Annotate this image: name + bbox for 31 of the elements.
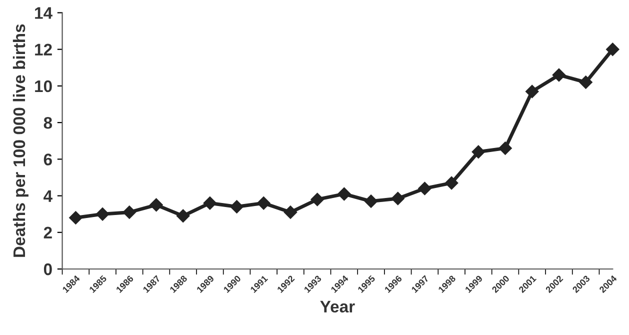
point: [69, 211, 82, 224]
point: [203, 196, 217, 210]
point: [230, 200, 244, 214]
point: [364, 194, 378, 208]
point: [606, 42, 620, 56]
y-tick-label: 4: [44, 190, 52, 202]
point: [338, 187, 351, 201]
point: [176, 209, 190, 223]
x-axis-title: Year: [320, 300, 355, 313]
y-tick-label: 0: [44, 263, 52, 276]
point: [472, 145, 485, 158]
point: [284, 206, 298, 219]
y-tick-label: 12: [35, 44, 52, 56]
y-tick-label: 8: [44, 116, 52, 129]
point: [579, 76, 592, 89]
point: [257, 196, 270, 210]
point: [498, 142, 512, 155]
point: [96, 208, 110, 221]
y-tick-label: 6: [44, 154, 52, 166]
point: [526, 84, 539, 98]
point: [391, 192, 404, 206]
y-axis-title: Deaths per 100 000 live births: [12, 24, 28, 257]
y-tick-label: 10: [35, 80, 52, 92]
point: [310, 192, 324, 206]
point: [418, 182, 432, 196]
point: [122, 206, 136, 219]
point: [150, 198, 163, 212]
point: [552, 68, 566, 82]
y-tick-label: 14: [35, 7, 52, 19]
point: [444, 176, 458, 190]
y-tick-label: 2: [44, 226, 52, 238]
